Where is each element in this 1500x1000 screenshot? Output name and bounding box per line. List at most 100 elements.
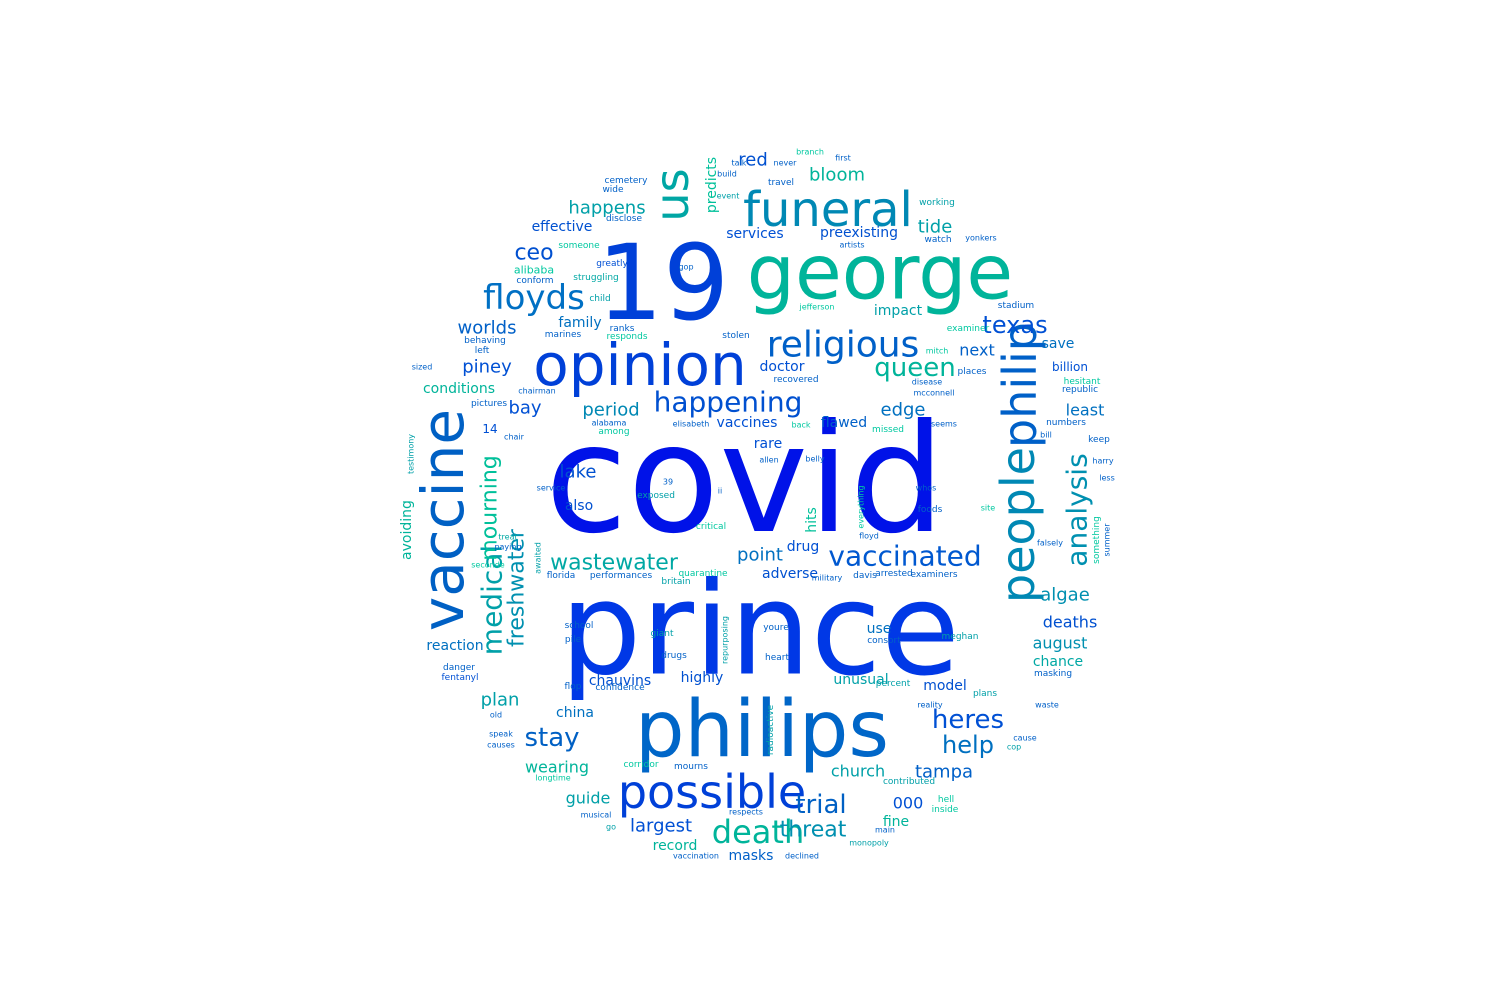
word-analysis: analysis bbox=[1061, 453, 1094, 566]
word-bloom: bloom bbox=[809, 165, 865, 186]
word-testimony: testimony bbox=[407, 434, 416, 474]
word-stadium: stadium bbox=[998, 301, 1034, 311]
word-giant: giant bbox=[651, 629, 674, 639]
word-wearing: wearing bbox=[525, 758, 589, 777]
word-drug: drug bbox=[787, 539, 819, 555]
word-go: go bbox=[606, 823, 616, 832]
word-predicts: predicts bbox=[704, 157, 720, 213]
word-allen: allen bbox=[759, 456, 778, 465]
word-worlds: worlds bbox=[458, 318, 517, 339]
word-marines: marines bbox=[545, 330, 582, 340]
word-speak: speak bbox=[489, 730, 513, 739]
word-recovered: recovered bbox=[773, 375, 818, 385]
word-period: period bbox=[582, 400, 639, 421]
word-masks: masks bbox=[729, 848, 774, 864]
word-alabama: alabama bbox=[592, 419, 627, 428]
word-lake: lake bbox=[560, 462, 597, 483]
word-child: child bbox=[589, 294, 610, 304]
word-danger: danger bbox=[443, 663, 475, 673]
word-unusual: unusual bbox=[833, 672, 888, 688]
word-fine: fine bbox=[883, 814, 909, 830]
word-causes: causes bbox=[487, 741, 515, 750]
word-doctor: doctor bbox=[760, 359, 805, 375]
word-bill: bill bbox=[1040, 431, 1052, 440]
word-disease: disease bbox=[912, 378, 942, 387]
word-travel: travel bbox=[768, 178, 794, 188]
word-plan: plan bbox=[481, 690, 520, 711]
word-places: places bbox=[958, 367, 987, 377]
word-adverse: adverse bbox=[762, 566, 818, 582]
word-military: military bbox=[812, 574, 843, 583]
word-fentanyl: fentanyl bbox=[442, 673, 479, 683]
word-threat: threat bbox=[780, 818, 847, 843]
word-china: china bbox=[556, 705, 594, 721]
word-service: service bbox=[537, 484, 566, 493]
word-arrested: arrested bbox=[875, 569, 913, 579]
word-florida: florida bbox=[547, 571, 576, 581]
word-consort: consort bbox=[867, 636, 901, 646]
word-next: next bbox=[959, 341, 994, 360]
word-chair: chair bbox=[504, 433, 525, 442]
word-august: august bbox=[1033, 634, 1088, 653]
word-youre: youre bbox=[763, 623, 789, 633]
word-death: death bbox=[712, 813, 804, 851]
word-numbers: numbers bbox=[1046, 418, 1086, 428]
word-flop: flop bbox=[565, 682, 582, 692]
word-freshwater: freshwater bbox=[505, 528, 530, 647]
word-guide: guide bbox=[566, 789, 611, 808]
word-us: us bbox=[645, 168, 699, 221]
word-flawed: flawed bbox=[821, 415, 867, 431]
word-school: school bbox=[565, 621, 594, 631]
word-harry: harry bbox=[1092, 457, 1113, 466]
word-watch: watch bbox=[924, 235, 951, 245]
word-use: use bbox=[867, 621, 892, 637]
word-waste: waste bbox=[1035, 701, 1059, 710]
word-help: help bbox=[942, 731, 994, 759]
word-monopoly: monopoly bbox=[849, 839, 889, 848]
word-stolen: stolen bbox=[722, 331, 749, 341]
word-hesitant: hesitant bbox=[1064, 377, 1101, 387]
word-chairman: chairman bbox=[518, 387, 556, 396]
word-philip: philip bbox=[993, 322, 1047, 448]
word-keep: keep bbox=[1088, 435, 1110, 445]
word-piney: piney bbox=[462, 357, 512, 378]
word-14: 14 bbox=[482, 422, 497, 436]
word-examiners: examiners bbox=[910, 570, 957, 580]
word-elisabeth: elisabeth bbox=[673, 420, 710, 429]
word-belly: belly bbox=[805, 455, 824, 464]
word-seconde: seconde bbox=[471, 561, 505, 570]
word-everything: everything bbox=[857, 485, 866, 528]
word-less: less bbox=[1099, 474, 1114, 483]
word-floyd: floyd bbox=[859, 532, 879, 541]
word-sized: sized bbox=[412, 363, 433, 372]
word-covid: covid bbox=[545, 393, 945, 567]
word-plans: plans bbox=[973, 689, 997, 699]
word-cemetery: cemetery bbox=[605, 176, 649, 186]
word-longtime: longtime bbox=[535, 774, 570, 783]
word-build: build bbox=[717, 170, 737, 179]
word-vaccines: vaccines bbox=[717, 415, 778, 431]
word-pile: pile bbox=[565, 635, 582, 645]
word-services: services bbox=[726, 226, 783, 242]
word-awaited: awaited bbox=[534, 542, 543, 574]
word-republic: republic bbox=[1062, 385, 1098, 395]
word-point: point bbox=[737, 545, 783, 566]
word-yonkers: yonkers bbox=[965, 234, 996, 243]
word-falsely: falsely bbox=[1037, 539, 1063, 548]
word-jefferson: jefferson bbox=[799, 303, 835, 312]
word-whos: whos bbox=[916, 484, 937, 493]
word-site: site bbox=[981, 504, 996, 513]
word-responds: responds bbox=[606, 332, 647, 342]
word-main: main bbox=[875, 826, 895, 835]
word-record: record bbox=[653, 838, 698, 854]
word-alibaba: alibaba bbox=[514, 264, 554, 277]
word-greatly: greatly bbox=[596, 259, 628, 269]
word-religious: religious bbox=[767, 325, 920, 366]
word-among: among bbox=[598, 427, 629, 437]
word-family: family bbox=[558, 315, 601, 331]
word-mourning: mourning bbox=[478, 455, 503, 560]
word-event: event bbox=[717, 192, 740, 201]
word-church: church bbox=[831, 762, 885, 781]
word-confidence: confidence bbox=[595, 683, 645, 693]
word-performances: performances bbox=[590, 571, 653, 581]
